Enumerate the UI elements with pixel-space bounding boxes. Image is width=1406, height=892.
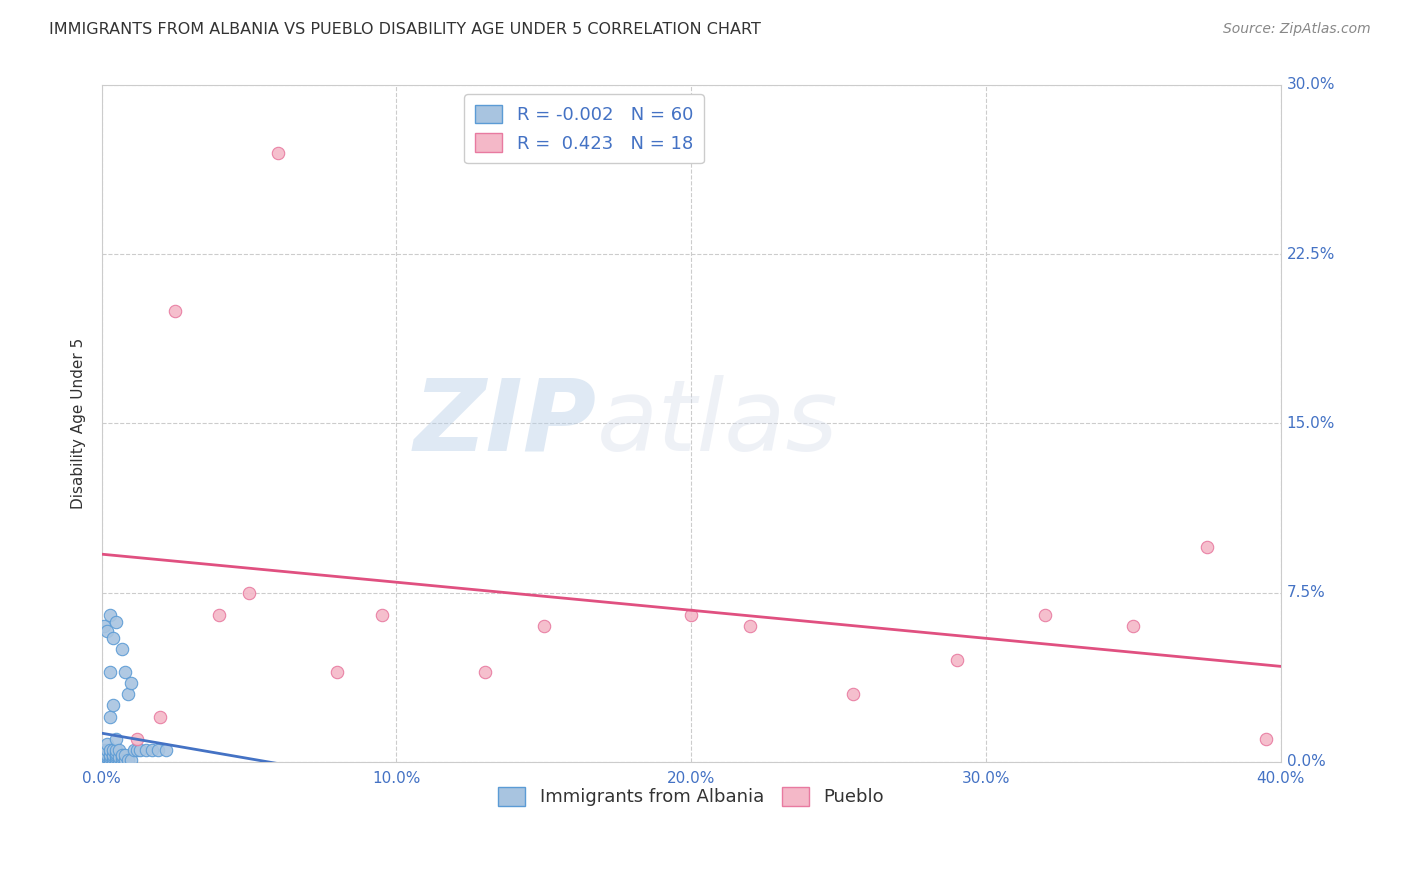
Text: 0.0%: 0.0% <box>1286 755 1326 769</box>
Point <box>120 752 142 766</box>
Point <box>105 747 128 762</box>
Point <box>681 608 703 623</box>
Point <box>96 750 118 764</box>
Point <box>108 750 131 764</box>
Point <box>111 750 134 764</box>
Point <box>96 752 118 766</box>
Text: Source: ZipAtlas.com: Source: ZipAtlas.com <box>1223 22 1371 37</box>
Point <box>98 709 121 723</box>
Point <box>103 631 125 645</box>
Point <box>93 750 115 764</box>
Point <box>120 675 142 690</box>
Point <box>93 752 115 766</box>
Point <box>105 732 128 747</box>
Text: atlas: atlas <box>596 375 838 472</box>
Point <box>103 747 125 762</box>
Text: 22.5%: 22.5% <box>1286 247 1336 261</box>
Point <box>96 737 118 751</box>
Point <box>93 750 115 764</box>
Point <box>141 743 163 757</box>
Point <box>155 743 177 757</box>
Point <box>1254 732 1277 747</box>
Point <box>111 747 134 762</box>
Y-axis label: Disability Age Under 5: Disability Age Under 5 <box>72 338 86 509</box>
Point <box>111 642 134 657</box>
Point <box>93 747 115 762</box>
Point <box>135 743 157 757</box>
Point <box>111 752 134 766</box>
Point <box>96 624 118 638</box>
Point <box>93 746 115 760</box>
Point <box>93 743 115 757</box>
Point <box>114 665 136 679</box>
Point <box>103 698 125 713</box>
Point <box>105 752 128 766</box>
Point <box>93 747 115 762</box>
Point <box>105 743 128 757</box>
Point <box>842 687 865 701</box>
Point <box>128 743 150 757</box>
Point <box>117 752 139 766</box>
Point <box>98 750 121 764</box>
Point <box>326 665 349 679</box>
Point <box>114 752 136 766</box>
Point <box>98 608 121 623</box>
Point <box>1122 619 1144 633</box>
Point <box>96 743 118 757</box>
Point <box>474 665 496 679</box>
Point <box>96 752 118 766</box>
Point <box>105 750 128 764</box>
Point <box>98 743 121 757</box>
Point <box>98 747 121 762</box>
Legend: Immigrants from Albania, Pueblo: Immigrants from Albania, Pueblo <box>491 780 891 814</box>
Point <box>98 752 121 766</box>
Point <box>533 619 555 633</box>
Point <box>1033 608 1056 623</box>
Point <box>114 747 136 762</box>
Text: 7.5%: 7.5% <box>1286 585 1326 600</box>
Text: ZIP: ZIP <box>413 375 596 472</box>
Point <box>103 750 125 764</box>
Point <box>108 743 131 757</box>
Text: 30.0%: 30.0% <box>1286 78 1336 93</box>
Point <box>105 615 128 629</box>
Point <box>945 653 967 667</box>
Point <box>103 743 125 757</box>
Point <box>370 608 392 623</box>
Point <box>96 750 118 764</box>
Point <box>149 709 172 723</box>
Point <box>267 145 290 160</box>
Point <box>93 752 115 766</box>
Point <box>93 619 115 633</box>
Text: 15.0%: 15.0% <box>1286 416 1336 431</box>
Point <box>238 585 260 599</box>
Point <box>117 687 139 701</box>
Point <box>96 747 118 762</box>
Point <box>146 743 169 757</box>
Point <box>125 732 148 747</box>
Point <box>208 608 231 623</box>
Point <box>740 619 762 633</box>
Point <box>93 750 115 764</box>
Point <box>98 665 121 679</box>
Point <box>108 752 131 766</box>
Point <box>1197 541 1219 555</box>
Point <box>125 743 148 757</box>
Point <box>93 752 115 766</box>
Point <box>122 743 145 757</box>
Text: IMMIGRANTS FROM ALBANIA VS PUEBLO DISABILITY AGE UNDER 5 CORRELATION CHART: IMMIGRANTS FROM ALBANIA VS PUEBLO DISABI… <box>49 22 761 37</box>
Point <box>105 746 128 760</box>
Point <box>165 303 187 318</box>
Point <box>103 752 125 766</box>
